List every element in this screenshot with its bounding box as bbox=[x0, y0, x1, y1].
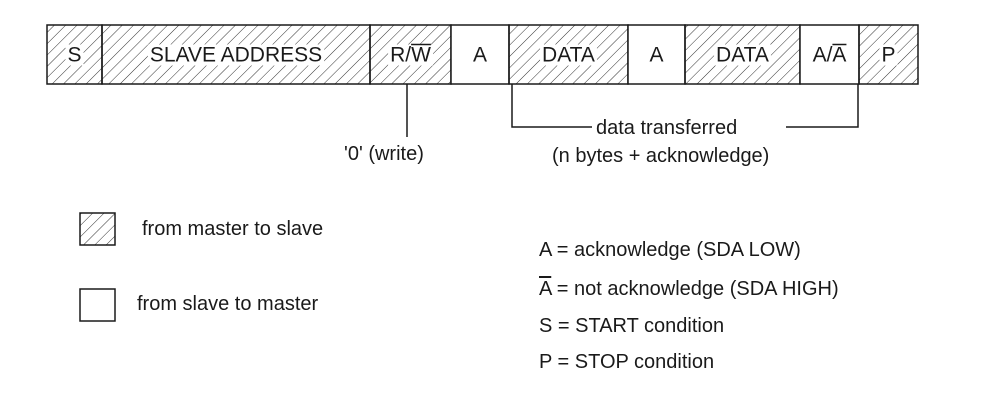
a-bar-text: = not acknowledge (SDA HIGH) bbox=[551, 278, 839, 300]
frame-cell-s-0: S bbox=[46, 24, 103, 85]
frame-cell-label: S bbox=[67, 44, 81, 67]
frame-cell-label-backdrop bbox=[65, 44, 84, 66]
a-bar-symbol: A bbox=[539, 278, 552, 300]
definition-not-acknowledge: A = not acknowledge (SDA HIGH) bbox=[539, 278, 839, 301]
frame-cell-label: A/A bbox=[813, 44, 847, 67]
write-bit-label: '0' (write) bbox=[344, 143, 424, 165]
frame-cell-label: R/W bbox=[390, 44, 431, 67]
frame-cell-data-4: DATA bbox=[508, 24, 629, 85]
data-transferred-label: data transferred bbox=[596, 117, 738, 139]
definition-acknowledge: A = acknowledge (SDA LOW) bbox=[539, 239, 801, 261]
data-bracket-right bbox=[786, 84, 859, 128]
frame-cell-label-backdrop bbox=[470, 44, 490, 66]
frame-cell-label: DATA bbox=[716, 44, 769, 67]
frame-cell-label-backdrop bbox=[647, 44, 666, 66]
frame-cell-label: SLAVE ADDRESS bbox=[150, 44, 322, 67]
legend-slave-to-master-label: from slave to master bbox=[137, 293, 319, 315]
definition-start: S = START condition bbox=[539, 315, 725, 337]
frame-cell-label: A bbox=[473, 44, 487, 67]
legend-hatched-box bbox=[79, 212, 116, 246]
frame-cell-label-backdrop bbox=[147, 44, 325, 66]
frame-cell-p-8: P bbox=[858, 24, 919, 85]
frame-cell-label-backdrop bbox=[540, 44, 597, 66]
frame-cell-label-backdrop bbox=[810, 44, 849, 66]
frame-cell-label: A bbox=[649, 44, 663, 67]
frame-cell-label-backdrop bbox=[714, 44, 771, 66]
legend-master-to-slave-label: from master to slave bbox=[142, 218, 324, 240]
legend-empty-box bbox=[79, 288, 116, 322]
frame-cell-box bbox=[101, 24, 371, 85]
data-transferred-detail: (n bytes + acknowledge) bbox=[552, 145, 770, 167]
frame-cell-label-backdrop bbox=[879, 44, 898, 66]
frame-cell-box bbox=[684, 24, 801, 85]
frame-cell-data-6: DATA bbox=[684, 24, 801, 85]
frame-cell-label-backdrop bbox=[388, 44, 434, 66]
frame-cell-r-w-2: R/W bbox=[369, 24, 452, 85]
frame-cell-slave-address-1: SLAVE ADDRESS bbox=[101, 24, 371, 85]
frame-cell-label: DATA bbox=[542, 44, 595, 67]
frame-cell-a-5: A bbox=[627, 24, 686, 85]
data-bracket-left bbox=[511, 84, 592, 128]
frame-cell-a-3: A bbox=[450, 24, 510, 85]
frame-cell-label: P bbox=[881, 44, 895, 67]
frame-cell-a-a-7: A/A bbox=[799, 24, 860, 85]
definition-stop: P = STOP condition bbox=[539, 351, 715, 373]
